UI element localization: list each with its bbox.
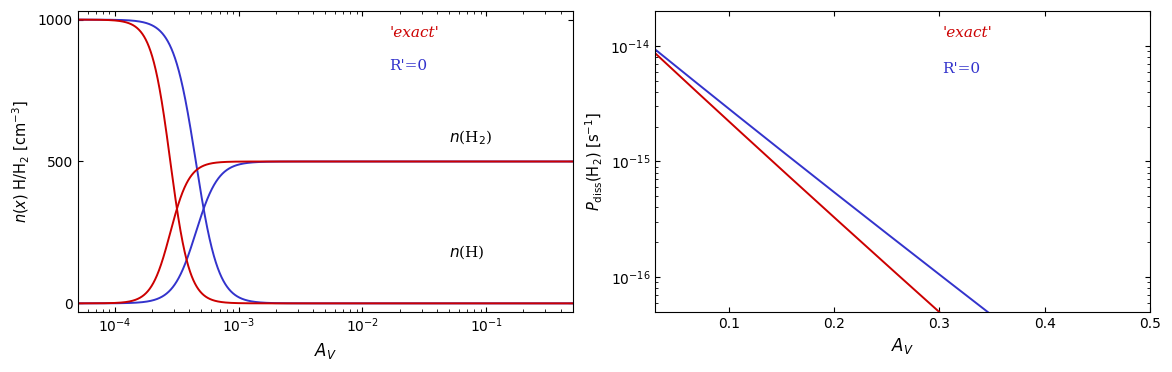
Text: 'exact': 'exact': [942, 26, 992, 40]
X-axis label: $A_V$: $A_V$: [314, 341, 336, 361]
Text: R'=0: R'=0: [942, 62, 980, 76]
Text: 'exact': 'exact': [389, 26, 440, 40]
Y-axis label: $P_{\rm diss}$(H$_2$) [s$^{-1}$]: $P_{\rm diss}$(H$_2$) [s$^{-1}$]: [584, 112, 605, 211]
Text: $n$(H$_2$): $n$(H$_2$): [449, 128, 492, 147]
Text: $n$(H): $n$(H): [449, 243, 485, 260]
X-axis label: $A_V$: $A_V$: [891, 336, 914, 356]
Text: R'=0: R'=0: [389, 59, 428, 73]
Y-axis label: $n(x)$ H/H$_2$ [cm$^{-3}$]: $n(x)$ H/H$_2$ [cm$^{-3}$]: [11, 100, 32, 223]
